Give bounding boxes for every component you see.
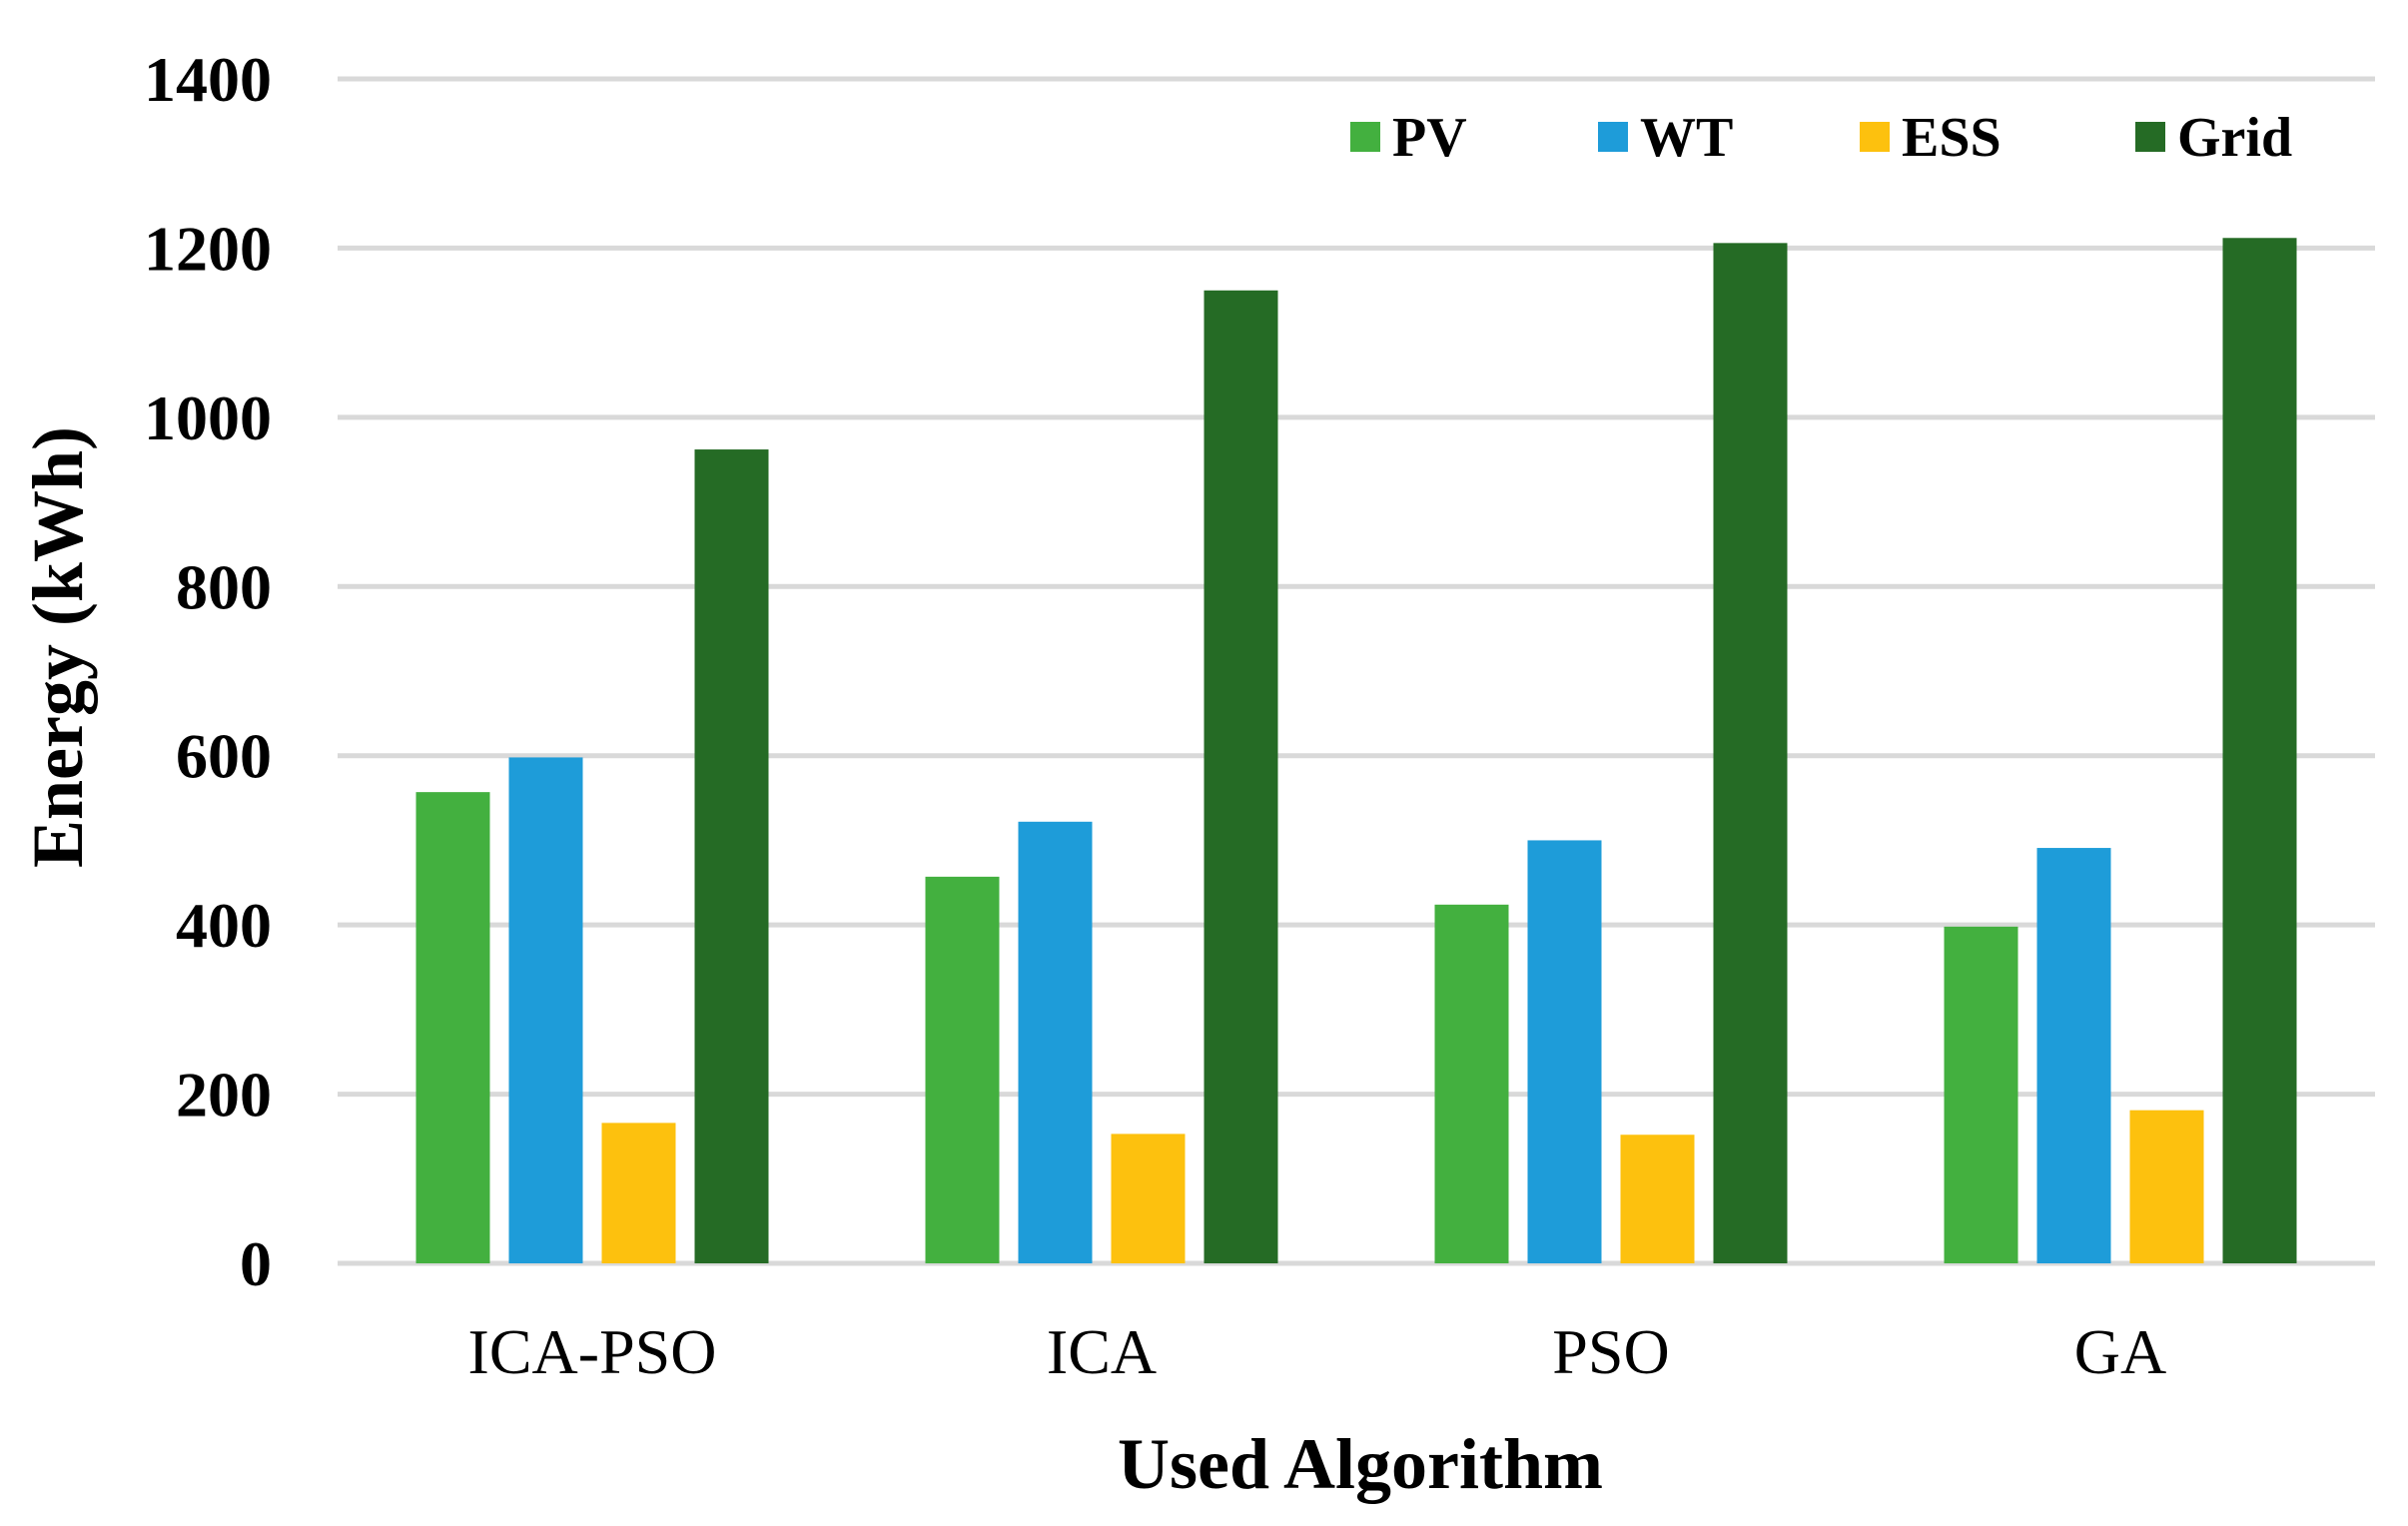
x-tick-ica-pso: ICA-PSO [468, 1316, 717, 1387]
y-tick-labels: 0 200 400 600 800 1000 1200 1400 [144, 44, 272, 1299]
x-tick-ga: GA [2074, 1316, 2166, 1387]
legend-label-wt: WT [1640, 107, 1733, 169]
x-axis-title: Used Algorithm [1118, 1424, 1603, 1504]
x-tick-ica: ICA [1047, 1316, 1157, 1387]
y-tick-0: 0 [240, 1228, 272, 1299]
y-tick-200: 200 [176, 1060, 272, 1131]
bar-grid-ica [1204, 290, 1278, 1263]
bar-ess-pso [1620, 1135, 1695, 1263]
bar-pv-ica-pso [415, 792, 490, 1263]
bar-wt-ica [1018, 821, 1093, 1263]
bar-wt-ga [2036, 848, 2111, 1263]
y-tick-1000: 1000 [144, 382, 272, 453]
y-axis-title: Energy (kWh) [18, 426, 98, 868]
y-tick-600: 600 [176, 721, 272, 792]
legend-swatch-wt [1598, 122, 1628, 152]
bar-pv-ga [1944, 926, 2018, 1263]
x-tick-pso: PSO [1552, 1316, 1669, 1387]
bar-ess-ica-pso [601, 1123, 676, 1263]
bars [415, 238, 2297, 1264]
y-tick-1200: 1200 [144, 213, 272, 284]
bar-ess-ga [2129, 1110, 2204, 1263]
y-tick-400: 400 [176, 890, 272, 961]
bar-pv-pso [1434, 904, 1509, 1263]
legend-label-pv: PV [1392, 107, 1467, 169]
legend-swatch-pv [1350, 122, 1380, 152]
bar-wt-pso [1527, 840, 1602, 1263]
legend-label-grid: Grid [2177, 107, 2292, 169]
bar-grid-ga [2222, 238, 2297, 1264]
legend: PV WT ESS Grid [1350, 107, 2292, 169]
bar-ess-ica [1111, 1134, 1186, 1263]
x-tick-labels: ICA-PSO ICA PSO GA [468, 1316, 2167, 1387]
legend-swatch-grid [2135, 122, 2165, 152]
gridlines [338, 76, 2375, 1266]
bar-grid-ica-pso [694, 449, 769, 1263]
legend-swatch-ess [1860, 122, 1890, 152]
bar-wt-ica-pso [508, 757, 583, 1263]
y-tick-1400: 1400 [144, 44, 272, 115]
bar-pv-ica [925, 876, 1000, 1263]
legend-label-ess: ESS [1902, 107, 2002, 169]
bar-grid-pso [1713, 243, 1788, 1264]
y-tick-800: 800 [176, 551, 272, 622]
